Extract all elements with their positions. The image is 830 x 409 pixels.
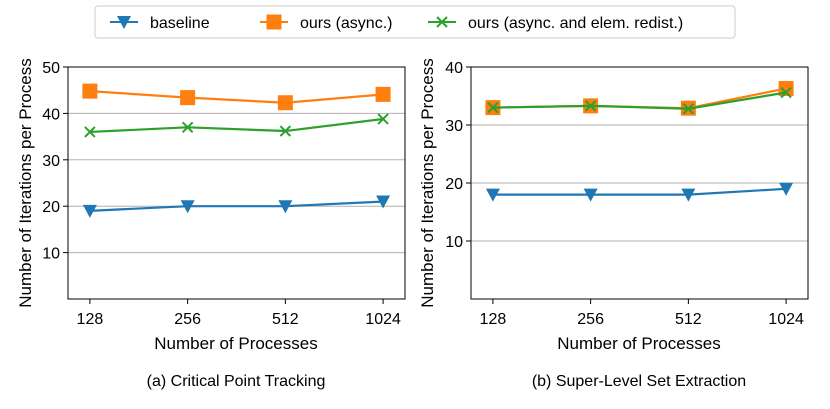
data-point bbox=[780, 86, 792, 99]
y-tick-labels: 10 20 30 40 50 bbox=[42, 60, 68, 263]
x-tick-label: 1024 bbox=[768, 311, 804, 328]
legend-frame bbox=[94, 5, 736, 39]
grid-lines bbox=[471, 124, 808, 242]
data-point bbox=[180, 90, 196, 106]
y-tick-label: 30 bbox=[445, 118, 463, 135]
series-line bbox=[492, 91, 787, 110]
data-point bbox=[682, 103, 695, 115]
data-point bbox=[377, 113, 389, 125]
y-tick-label: 40 bbox=[445, 60, 463, 77]
x-tick-labels: 128 256 512 1024 bbox=[77, 299, 401, 328]
legend-label-ours-async: ours (async.) bbox=[300, 15, 392, 32]
data-point bbox=[84, 126, 96, 138]
legend-label-ours-async-and-elem-redist: ours (async. and elem. redist.) bbox=[468, 15, 683, 32]
x-tick-label: 512 bbox=[675, 311, 702, 328]
x-tick-label: 256 bbox=[577, 311, 604, 328]
plot-frame bbox=[67, 66, 406, 300]
x-tick-labels: 128 256 512 1024 bbox=[480, 299, 804, 328]
x-tick-label: 256 bbox=[174, 311, 201, 328]
y-tick-label: 20 bbox=[445, 176, 463, 193]
x-tick-label: 128 bbox=[480, 311, 507, 328]
data-point bbox=[82, 204, 97, 218]
data-point bbox=[278, 200, 293, 214]
data-point bbox=[779, 182, 794, 196]
series-layer bbox=[485, 80, 794, 202]
x-axis-label: Number of Processes bbox=[154, 334, 317, 353]
data-point bbox=[82, 83, 98, 99]
chart-caption: (b) Super-Level Set Extraction bbox=[532, 373, 746, 390]
legend-items: baseline ours (async.) ours (async. and el… bbox=[110, 14, 683, 32]
x-tick-label: 128 bbox=[77, 311, 104, 328]
y-tick-labels: 10 20 30 40 bbox=[445, 60, 471, 251]
x-axis-label: Number of Processes bbox=[557, 334, 720, 353]
data-point bbox=[584, 100, 597, 112]
data-point bbox=[279, 125, 292, 137]
legend: baseline ours (async.) ours (async. and el… bbox=[94, 5, 736, 39]
data-point bbox=[681, 188, 696, 202]
series-line bbox=[492, 187, 787, 196]
x-tick-label: 512 bbox=[272, 311, 299, 328]
series-line bbox=[89, 117, 384, 134]
series-line bbox=[492, 87, 787, 110]
y-tick-label: 40 bbox=[42, 106, 60, 123]
data-point bbox=[277, 95, 293, 111]
series-baseline bbox=[82, 195, 391, 218]
data-point bbox=[375, 86, 391, 102]
y-axis-label: Number of Iterations per Process bbox=[418, 58, 437, 307]
series-line bbox=[89, 200, 384, 212]
y-tick-label: 10 bbox=[445, 234, 463, 251]
series-layer bbox=[82, 83, 391, 218]
x-tick-label: 1024 bbox=[365, 311, 401, 328]
chart-caption: (a) Critical Point Tracking bbox=[147, 373, 326, 390]
series-line bbox=[89, 90, 384, 104]
chart-critical-point-tracking: 10 20 30 40 50 128 256 512 1024 Number of Proce… bbox=[16, 58, 406, 390]
series-ours-async bbox=[82, 83, 391, 111]
y-tick-label: 10 bbox=[42, 246, 60, 263]
y-axis-label: Number of Iterations per Process bbox=[16, 58, 35, 307]
legend-marker-ours-async-and-elem-redist bbox=[436, 16, 448, 28]
y-tick-label: 20 bbox=[42, 199, 60, 216]
data-point bbox=[181, 121, 194, 134]
data-point bbox=[487, 101, 499, 114]
y-tick-label: 50 bbox=[42, 60, 60, 77]
legend-label-baseline: baseline bbox=[150, 15, 210, 32]
grid-lines bbox=[68, 112, 405, 254]
series-ours-async-and-elem-redist bbox=[487, 86, 792, 115]
legend-marker-baseline bbox=[117, 16, 131, 29]
chart-super-level-set-extraction: 10 20 30 40 128 256 512 1024 Number of Process… bbox=[418, 58, 809, 390]
data-point bbox=[583, 188, 598, 202]
y-tick-label: 30 bbox=[42, 153, 60, 170]
data-point bbox=[376, 195, 391, 209]
data-point bbox=[485, 188, 500, 202]
series-baseline bbox=[485, 182, 794, 202]
series-ours-async-and-elem-redist bbox=[84, 113, 389, 138]
data-point bbox=[180, 200, 195, 214]
legend-marker-ours-async bbox=[266, 14, 282, 30]
